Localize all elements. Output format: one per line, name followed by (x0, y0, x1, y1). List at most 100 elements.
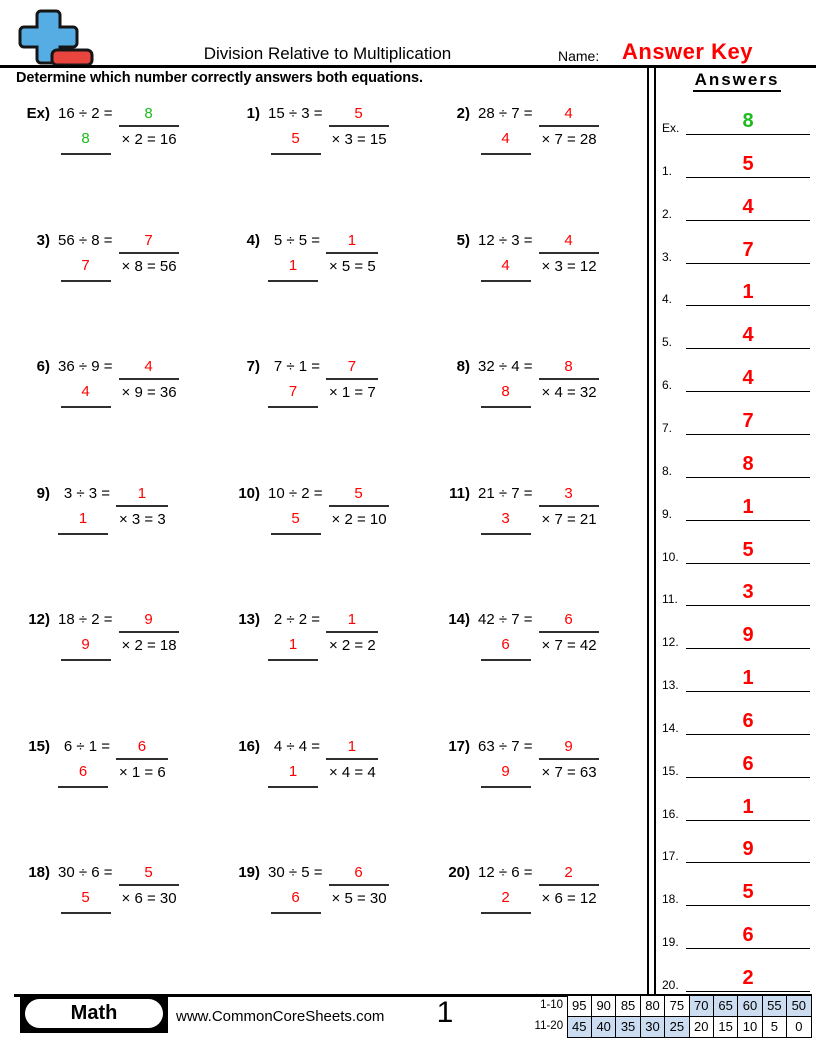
score-cell: 70 (688, 994, 714, 1017)
problem-item: 8) 32 ÷ 4 = 8 8 × 4 = 32 (440, 357, 650, 484)
multiplication-expression: × 5 = 30 (331, 890, 387, 907)
problem-number: 4) (246, 231, 260, 249)
division-expression: 12 ÷ 3 = (478, 231, 533, 249)
multiplication-answer-blank: 6 (58, 760, 108, 788)
multiplication-expression: × 3 = 12 (541, 257, 597, 275)
problem-equations: 32 ÷ 4 = 8 8 × 4 = 32 (478, 357, 599, 408)
answer-row: 13. 1 (662, 662, 810, 693)
answer-label: 12. (662, 635, 679, 650)
division-answer: 5 (118, 863, 179, 886)
answers-panel: Answers (658, 70, 816, 92)
division-expression: 42 ÷ 7 = (478, 611, 533, 628)
score-cell: 0 (786, 1015, 812, 1039)
multiplication-expression: × 7 = 28 (541, 131, 597, 148)
problem-item: 14) 42 ÷ 7 = 6 6 × 7 = 42 (440, 610, 650, 737)
answer-row: 2. 4 (662, 191, 810, 221)
problem-equations: 2 ÷ 2 = 1 1 × 2 = 2 (268, 610, 378, 661)
score-cell: 15 (712, 1015, 739, 1039)
problem-equations: 5 ÷ 5 = 1 1 × 5 = 5 (268, 231, 378, 282)
multiplication-expression: × 7 = 21 (541, 510, 597, 528)
division-answer: 2 (538, 863, 599, 886)
division-answer: 8 (118, 104, 179, 127)
score-cell: 50 (786, 994, 812, 1017)
answer-row: 20. 2 (662, 962, 810, 992)
answer-row: Ex. 8 (662, 105, 810, 135)
multiplication-expression: × 2 = 2 (329, 637, 376, 654)
problem-number: 6) (36, 358, 50, 375)
answer-row: 7. 7 (662, 405, 810, 435)
answer-value: 6 (686, 925, 810, 950)
division-answer: 7 (326, 357, 378, 380)
division-expression: 30 ÷ 5 = (268, 864, 323, 881)
answer-value: 5 (686, 540, 810, 564)
page-number: 1 (436, 996, 454, 1029)
answer-row: 17. 9 (662, 833, 810, 864)
answer-value: 2 (686, 968, 810, 992)
answer-label: 19. (662, 935, 679, 950)
score-cell: 95 (566, 994, 592, 1017)
score-cell: 10 (737, 1015, 763, 1039)
math-badge-label: Math (25, 999, 163, 1028)
score-row-label: 1-10 (540, 999, 564, 1011)
problem-item: 15) 6 ÷ 1 = 6 6 × 1 = 6 (20, 737, 230, 864)
division-expression: 10 ÷ 2 = (268, 484, 323, 502)
division-answer: 6 (328, 863, 389, 886)
problem-number: 20) (448, 864, 470, 881)
division-expression: 18 ÷ 2 = (58, 611, 113, 628)
problem-equations: 30 ÷ 5 = 6 6 × 5 = 30 (268, 863, 389, 914)
answer-row: 9. 1 (662, 491, 810, 521)
division-expression: 6 ÷ 1 = (63, 737, 110, 755)
answer-value: 8 (686, 454, 810, 478)
answer-row: 16. 1 (662, 791, 810, 821)
score-cell: 90 (590, 994, 617, 1017)
problem-equations: 16 ÷ 2 = 8 8 × 2 = 16 (58, 104, 179, 155)
problem-equations: 10 ÷ 2 = 5 5 × 2 = 10 (268, 484, 389, 535)
division-expression: 2 ÷ 2 = (273, 611, 320, 628)
division-expression: 12 ÷ 6 = (478, 864, 533, 881)
name-label: Name: (558, 48, 600, 64)
division-expression: 36 ÷ 9 = (58, 358, 113, 375)
answer-label: 3. (662, 249, 673, 264)
answer-value: 4 (686, 368, 810, 393)
website-url: www.CommonCoreSheets.com (176, 1008, 385, 1025)
division-expression: 21 ÷ 7 = (478, 484, 533, 502)
problem-item: 12) 18 ÷ 2 = 9 9 × 2 = 18 (20, 610, 230, 737)
answer-label: 17. (662, 849, 679, 864)
division-answer: 5 (328, 104, 389, 127)
answer-value: 1 (686, 497, 810, 521)
score-cell: 40 (590, 1015, 617, 1039)
division-expression: 4 ÷ 4 = (273, 737, 320, 755)
division-answer: 9 (118, 610, 179, 633)
division-expression: 56 ÷ 8 = (58, 231, 113, 249)
answer-label: 10. (662, 549, 679, 564)
division-expression: 3 ÷ 3 = (63, 484, 110, 502)
multiplication-answer-blank: 7 (268, 380, 318, 408)
problem-item: 16) 4 ÷ 4 = 1 1 × 4 = 4 (230, 737, 440, 864)
answer-label: 18. (662, 892, 679, 907)
problem-number: 14) (448, 611, 470, 628)
answer-value: 5 (686, 154, 810, 178)
problem-equations: 36 ÷ 9 = 4 4 × 9 = 36 (58, 357, 179, 408)
problem-number: 9) (36, 484, 50, 502)
answer-value: 1 (686, 797, 810, 821)
problem-equations: 4 ÷ 4 = 1 1 × 4 = 4 (268, 737, 378, 788)
answer-label: 14. (662, 720, 679, 735)
multiplication-answer-blank: 9 (60, 633, 111, 661)
problem-number: 7) (246, 358, 260, 375)
problem-item: 6) 36 ÷ 9 = 4 4 × 9 = 36 (20, 357, 230, 484)
problem-equations: 3 ÷ 3 = 1 1 × 3 = 3 (58, 484, 168, 535)
score-cell: 80 (639, 994, 666, 1017)
answer-key-label: Answer Key (622, 39, 753, 64)
answer-label: 1. (662, 163, 673, 178)
division-answer: 1 (326, 737, 378, 760)
score-cell: 30 (639, 1015, 666, 1039)
problems-grid: Ex) 16 ÷ 2 = 8 8 × 2 = 16 1) 15 ÷ 3 = 5 … (20, 104, 650, 990)
division-answer: 4 (538, 231, 599, 254)
answer-value: 7 (686, 411, 810, 435)
multiplication-answer-blank: 1 (58, 507, 108, 535)
score-cell: 55 (761, 994, 788, 1017)
score-cell: 85 (615, 994, 641, 1017)
answer-row: 11. 3 (662, 576, 810, 607)
division-answer: 8 (538, 357, 599, 380)
